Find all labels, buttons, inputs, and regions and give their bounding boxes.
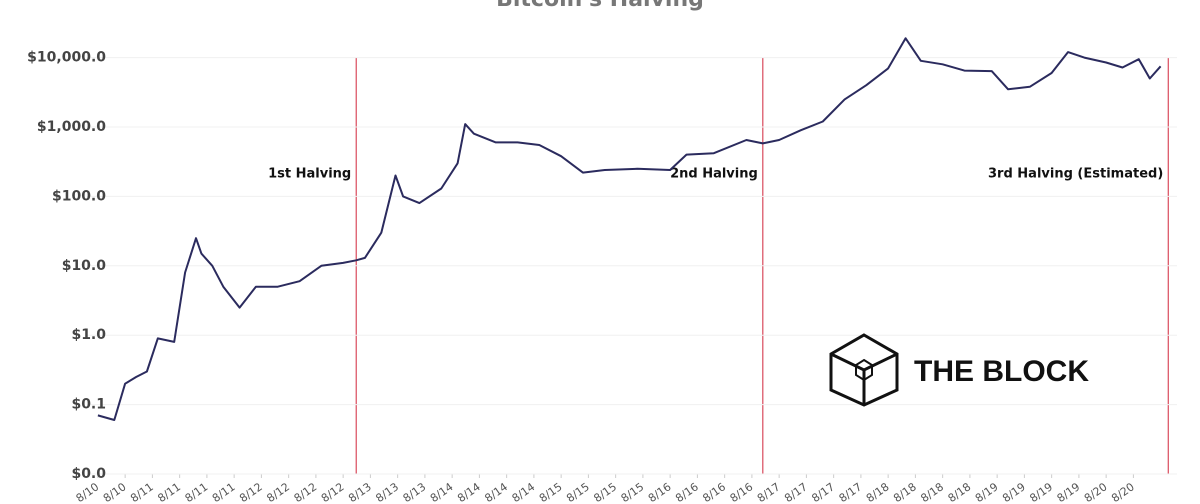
watermark: THE BLOCK [914, 355, 1089, 388]
x-tick-label: 8/19 [1055, 480, 1083, 504]
x-tick-label: 8/11 [128, 480, 156, 504]
y-tick-label: $0.0 [71, 466, 106, 482]
y-tick-label: $0.1 [71, 397, 106, 413]
x-tick-label: 8/14 [482, 480, 510, 504]
annotation: 3rd Halving (Estimated) [988, 167, 1163, 182]
x-tick-label: 8/19 [973, 480, 1001, 504]
x-tick-label: 8/11 [183, 480, 211, 504]
x-tick-label: 8/14 [510, 480, 538, 504]
y-tick-label: $10,000.0 [27, 50, 106, 66]
x-tick-label: 8/14 [455, 480, 483, 504]
x-tick-label: 8/16 [673, 480, 701, 504]
x-tick-label: 8/20 [1109, 480, 1137, 504]
x-tick-label: 8/16 [700, 480, 728, 504]
x-tick-label: 8/17 [837, 480, 865, 504]
annotation: 1st Halving [268, 167, 351, 182]
x-tick-label: 8/12 [237, 480, 265, 504]
x-tick-label: 8/18 [891, 480, 919, 504]
price-line [97, 37, 1162, 421]
chart-title: Bitcoin's Halving [496, 0, 704, 12]
x-tick-label: 8/14 [428, 480, 456, 504]
y-tick-label: $100.0 [52, 188, 106, 204]
x-tick-label: 8/15 [564, 480, 592, 504]
logo-icon [829, 333, 899, 407]
x-tick-label: 8/17 [782, 480, 810, 504]
x-tick-label: 8/12 [319, 480, 347, 504]
x-tick-label: 8/15 [537, 480, 565, 504]
x-tick-label: 8/16 [646, 480, 674, 504]
x-tick-label: 8/17 [809, 480, 837, 504]
x-tick-label: 8/19 [1000, 480, 1028, 504]
x-tick-label: 8/19 [1027, 480, 1055, 504]
x-tick-label: 8/10 [101, 480, 129, 504]
y-tick-label: $1,000.0 [37, 119, 106, 135]
annotation: 2nd Halving [670, 167, 758, 182]
x-tick-label: 8/11 [155, 480, 183, 504]
x-tick-label: 8/13 [373, 480, 401, 504]
y-tick-label: $10.0 [62, 258, 107, 274]
x-tick-label: 8/20 [1082, 480, 1110, 504]
x-tick-label: 8/15 [591, 480, 619, 504]
x-tick-label: 8/15 [619, 480, 647, 504]
x-tick-label: 8/13 [346, 480, 374, 504]
x-tick-label: 8/10 [74, 480, 102, 504]
x-tick-label: 8/12 [292, 480, 320, 504]
x-tick-label: 8/12 [264, 480, 292, 504]
x-tick-label: 8/18 [946, 480, 974, 504]
y-tick-label: $1.0 [71, 327, 106, 343]
x-tick-label: 8/17 [755, 480, 783, 504]
x-tick-label: 8/13 [401, 480, 429, 504]
x-tick-label: 8/11 [210, 480, 238, 504]
x-tick-label: 8/18 [864, 480, 892, 504]
x-tick-label: 8/18 [918, 480, 946, 504]
x-tick-label: 8/16 [728, 480, 756, 504]
